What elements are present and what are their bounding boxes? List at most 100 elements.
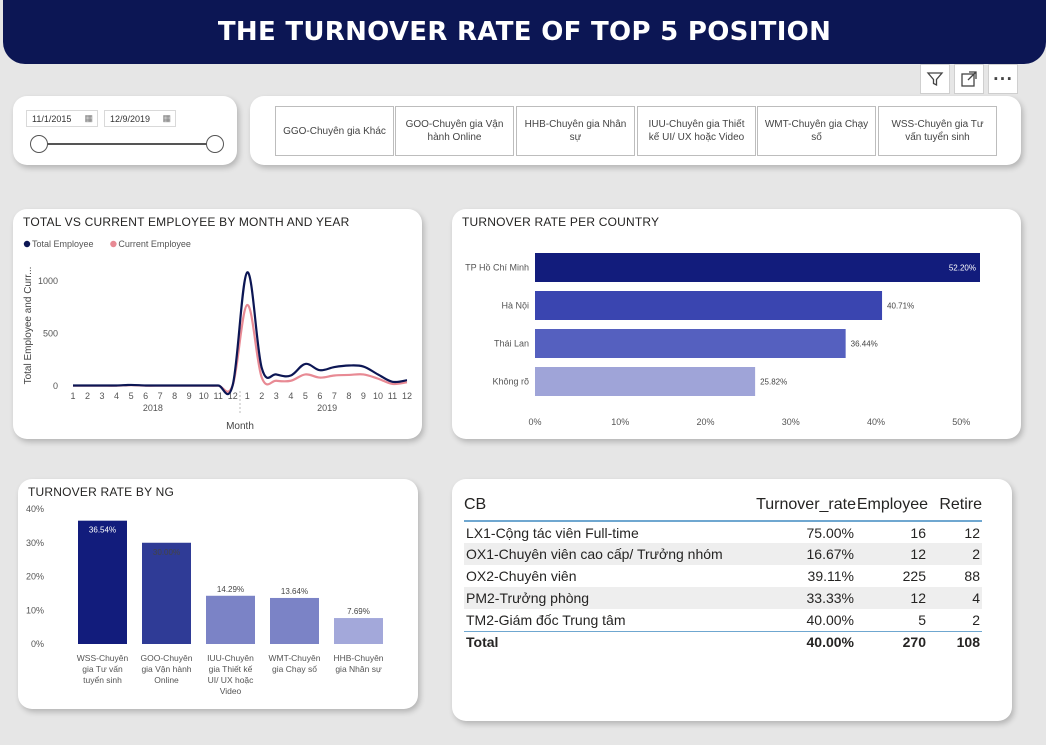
category-label: gia Nhân sự — [335, 664, 382, 674]
x-tick-label: 4 — [288, 391, 293, 401]
x-tick-label: 1 — [245, 391, 250, 401]
table-cell: 75.00% — [806, 524, 854, 541]
x-tick-label: 5 — [129, 391, 134, 401]
category-label: GOO-Chuyên — [141, 653, 193, 663]
category-label: WSS-Chuyên — [77, 653, 129, 663]
table-cell: PM2-Trưởng phòng — [464, 587, 734, 609]
table-cell: TM2-Giám đốc Trung tâm — [466, 611, 626, 628]
x-tick-label: 6 — [143, 391, 148, 401]
table-cell: 225 — [902, 568, 926, 584]
x-tick-label: 7 — [332, 391, 337, 401]
y-tick-label: 0% — [31, 639, 44, 649]
country-bar-chart[interactable]: TP Hồ Chí Minh 52.20% Hà Nội 40.71% Thái Lan… — [452, 209, 1021, 439]
position-option[interactable]: IUU-Chuyên gia Thiết kế UI/ UX hoặc Vide… — [637, 106, 756, 156]
filter-icon[interactable] — [920, 64, 950, 94]
x-tick-label: 9 — [187, 391, 192, 401]
x-tick-label: 11 — [388, 391, 397, 401]
x-tick-label: 9 — [361, 391, 366, 401]
x-tick-label: 10 — [199, 391, 209, 401]
x-tick-label: 50% — [952, 417, 970, 427]
line-chart-title: TOTAL VS CURRENT EMPLOYEE BY MONTH AND Y… — [23, 215, 350, 229]
total-cell: 270 — [856, 630, 928, 653]
table-cell: 5 — [918, 611, 926, 628]
y-tick-label: 0 — [53, 381, 58, 391]
data-label: 25.82% — [760, 378, 787, 387]
column-header[interactable]: Employee — [856, 489, 928, 522]
column-header[interactable]: Retire — [928, 489, 982, 522]
cb-table-card: CB Turnover_rate Employee Retire LX1-Cộn… — [452, 479, 1012, 721]
table-cell: 16.67% — [734, 543, 856, 565]
table-row[interactable]: OX2-Chuyên viên 39.11% 225 88 — [464, 565, 982, 587]
x-tick-label: 10% — [611, 417, 629, 427]
x-tick-label: 4 — [114, 391, 119, 401]
position-option-label: GGO-Chuyên gia Khác — [283, 125, 386, 137]
data-label: 14.29% — [217, 585, 244, 594]
end-date-handle[interactable] — [206, 135, 224, 153]
x-axis-label: Month — [226, 421, 254, 432]
category-label: Video — [220, 686, 242, 696]
data-label: 7.69% — [347, 607, 370, 616]
position-slicer: GGO-Chuyên gia Khác GOO-Chuyên gia Vận h… — [250, 96, 1021, 165]
total-cell: 108 — [928, 630, 982, 653]
data-label: 30.00% — [153, 548, 180, 557]
focus-mode-icon[interactable] — [954, 64, 984, 94]
data-label: 36.44% — [851, 340, 878, 349]
position-option[interactable]: HHB-Chuyên gia Nhân sự — [516, 106, 635, 156]
x-tick-label: 3 — [274, 391, 279, 401]
line-chart[interactable]: Total Employee Current Employee 0 500 1000 To… — [13, 209, 422, 439]
table-cell: 16 — [910, 524, 926, 541]
x-tick-label: 2 — [85, 391, 90, 401]
table-row[interactable]: PM2-Trưởng phòng 33.33% 12 4 — [464, 587, 982, 609]
calendar-icon[interactable]: ▦ — [162, 113, 171, 123]
visual-toolbar: ··· — [920, 64, 1018, 94]
start-date-handle[interactable] — [30, 135, 48, 153]
end-date-input[interactable]: 12/9/2019 ▦ — [104, 110, 176, 127]
line-chart-card: TOTAL VS CURRENT EMPLOYEE BY MONTH AND Y… — [13, 209, 422, 439]
position-option-label: WSS-Chuyên gia Tư vấn tuyển sinh — [891, 119, 984, 143]
data-label: 36.54% — [89, 526, 116, 535]
series-line — [73, 271, 408, 396]
date-range-track[interactable] — [39, 143, 217, 145]
position-option-label: HHB-Chuyên gia Nhân sự — [524, 119, 627, 143]
ng-bar — [142, 542, 191, 644]
column-header[interactable]: CB — [464, 489, 734, 522]
table-cell: 12 — [856, 587, 928, 609]
table-total-row: Total 40.00% 270 108 — [464, 630, 982, 653]
table-cell: 2 — [972, 611, 980, 628]
total-cell: Total — [464, 630, 734, 653]
calendar-icon[interactable]: ▦ — [84, 113, 93, 123]
x-tick-label: 20% — [696, 417, 714, 427]
table-cell: OX1-Chuyên viên cao cấp/ Trưởng nhóm — [464, 543, 734, 565]
category-label: UI/ UX hoặc — [208, 675, 255, 685]
country-chart-title: TURNOVER RATE PER COUNTRY — [462, 215, 660, 229]
table-row[interactable]: LX1-Cộng tác viên Full-time 75.00% 16 12 — [464, 521, 982, 543]
country-bar — [535, 329, 846, 358]
table-row[interactable]: TM2-Giám đốc Trung tâm 40.00% 5 2 — [464, 609, 982, 631]
ng-bar — [206, 595, 255, 644]
year-label: 2019 — [317, 403, 337, 413]
y-axis-label: Total Employee and Curr... — [23, 267, 34, 385]
table-header-row: CB Turnover_rate Employee Retire — [464, 489, 982, 522]
more-options-icon[interactable]: ··· — [988, 64, 1018, 94]
table-cell: 4 — [928, 587, 982, 609]
x-tick-label: 30% — [782, 417, 800, 427]
table-row[interactable]: OX1-Chuyên viên cao cấp/ Trưởng nhóm 16.… — [464, 543, 982, 565]
date-slicer: 11/1/2015 ▦ 12/9/2019 ▦ — [13, 96, 237, 165]
data-label: 13.64% — [281, 587, 308, 596]
y-tick-label: 20% — [26, 572, 44, 582]
category-label: Thái Lan — [494, 339, 529, 349]
x-tick-label: 7 — [158, 391, 163, 401]
category-label: WMT-Chuyên — [269, 653, 321, 663]
y-tick-label: 30% — [26, 538, 44, 548]
position-option[interactable]: WSS-Chuyên gia Tư vấn tuyển sinh — [878, 106, 997, 156]
position-option-label: GOO-Chuyên gia Vận hành Online — [405, 119, 504, 143]
start-date-input[interactable]: 11/1/2015 ▦ — [26, 110, 98, 127]
position-option[interactable]: GGO-Chuyên gia Khác — [275, 106, 394, 156]
position-option[interactable]: WMT-Chuyên gia Chạy số — [757, 106, 876, 156]
position-option-label: WMT-Chuyên gia Chạy số — [764, 119, 869, 143]
column-header[interactable]: Turnover_rate — [734, 489, 856, 522]
title-banner: THE TURNOVER RATE OF TOP 5 POSITION — [3, 0, 1046, 64]
ng-chart-title: TURNOVER RATE BY NG — [28, 485, 175, 499]
position-option[interactable]: GOO-Chuyên gia Vận hành Online — [395, 106, 514, 156]
